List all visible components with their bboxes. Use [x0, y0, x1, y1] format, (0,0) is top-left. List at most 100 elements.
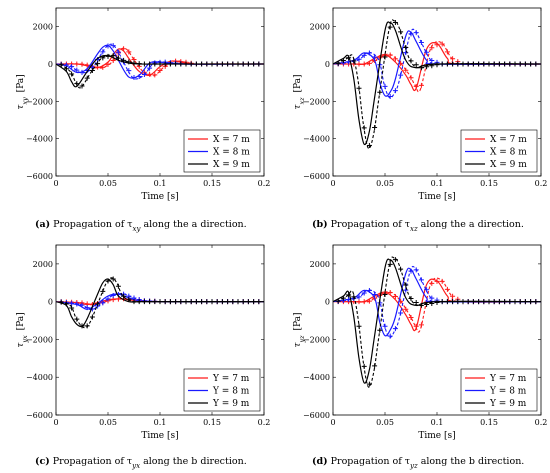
series-marker-2	[403, 282, 409, 288]
series-marker-1	[398, 72, 404, 78]
chart-panel-c: 0 0.05 0.1 0.15 0.2 2000 0 −2000 −4000 −6000 Time …	[16, 244, 271, 470]
series-marker-2	[450, 61, 456, 67]
series-marker-2	[491, 299, 497, 305]
series-marker-2	[105, 53, 111, 59]
x-tick-label: 0.2	[258, 418, 271, 427]
series-marker-2	[183, 299, 189, 305]
caption-letter: (c)	[35, 456, 50, 467]
series-marker-2	[460, 299, 466, 305]
series-marker-2	[74, 316, 80, 322]
series-line-measured-2	[336, 19, 541, 150]
series-marker-1	[424, 49, 430, 55]
y-axis-label: τyz [Pa]	[293, 313, 306, 348]
series-marker-2	[496, 299, 502, 305]
plot-area	[333, 19, 541, 150]
series-marker-2	[84, 323, 90, 329]
y-axis-unit: [Pa]	[293, 313, 303, 334]
series-marker-2	[100, 288, 106, 294]
series-line-measured-2	[59, 54, 264, 89]
y-tick-label: 2000	[33, 260, 53, 269]
legend-label-1: Y = 8 m	[489, 387, 527, 397]
series-line-measured-1	[60, 43, 264, 80]
y-axis-label: τxz [Pa]	[293, 75, 306, 110]
series-marker-2	[361, 125, 367, 131]
series-marker-0	[408, 315, 414, 321]
series-marker-0	[74, 61, 80, 67]
series-marker-2	[507, 299, 513, 305]
series-marker-1	[408, 31, 414, 37]
x-tick-label: 0	[53, 179, 58, 188]
series-marker-0	[356, 299, 362, 305]
series-marker-2	[58, 62, 64, 68]
series-marker-2	[209, 299, 215, 305]
series-marker-2	[251, 61, 257, 67]
series-marker-2	[340, 295, 346, 301]
series-marker-2	[356, 323, 362, 329]
series-marker-0	[392, 294, 398, 300]
series-line-measured-2	[59, 277, 264, 329]
series-marker-0	[392, 56, 398, 62]
series-marker-2	[240, 61, 246, 67]
chart-panel-b: 0 0.05 0.1 0.15 0.2 2000 0 −2000 −4000 −6000 Time …	[293, 7, 547, 233]
series-marker-1	[413, 30, 419, 36]
series-marker-0	[147, 71, 153, 77]
series-marker-2	[356, 85, 362, 91]
caption-subscript: xz	[410, 225, 418, 233]
series-marker-2	[522, 299, 528, 305]
y-axis-subscript: xz	[298, 97, 306, 105]
series-marker-0	[361, 61, 367, 67]
series-marker-1	[79, 302, 85, 308]
series-marker-2	[245, 299, 251, 305]
series-marker-0	[157, 67, 163, 73]
series-marker-1	[110, 43, 116, 49]
series-marker-2	[351, 294, 357, 300]
series-marker-1	[69, 64, 75, 70]
series-marker-1	[366, 50, 372, 56]
y-axis-symbol: τ	[16, 104, 26, 110]
series-marker-0	[413, 83, 419, 89]
series-line-1	[333, 267, 541, 337]
series-marker-2	[346, 55, 352, 61]
series-marker-2	[444, 299, 450, 305]
series-marker-0	[403, 67, 409, 73]
series-marker-2	[74, 81, 80, 87]
caption-subscript: yz	[409, 462, 418, 470]
series-line-2	[333, 258, 541, 384]
caption-letter: (a)	[35, 219, 50, 230]
series-marker-2	[522, 61, 528, 67]
x-tick-label: 0.15	[203, 418, 221, 427]
series-marker-2	[136, 299, 142, 305]
x-tick-label: 0	[330, 179, 335, 188]
series-marker-2	[512, 299, 518, 305]
series-marker-0	[444, 286, 450, 292]
series-marker-1	[126, 68, 132, 74]
series-marker-2	[403, 45, 409, 51]
series-marker-2	[178, 299, 184, 305]
y-tick-label: −6000	[303, 172, 330, 181]
series-marker-2	[486, 61, 492, 67]
series-marker-2	[235, 299, 241, 305]
series-marker-2	[528, 299, 534, 305]
series-marker-2	[84, 75, 90, 81]
series-marker-2	[79, 323, 85, 329]
y-axis-subscript: xy	[21, 97, 29, 105]
series-marker-0	[429, 280, 435, 286]
series-marker-1	[100, 300, 106, 306]
series-marker-2	[460, 61, 466, 67]
series-marker-0	[444, 49, 450, 55]
legend-label-2: Y = 9 m	[212, 399, 250, 409]
caption-text: Propagation of τ	[53, 219, 132, 230]
series-marker-2	[167, 61, 173, 67]
y-tick-label: −2000	[303, 335, 330, 344]
series-marker-2	[214, 61, 220, 67]
series-marker-2	[533, 61, 539, 67]
caption-tail: along the a direction.	[140, 219, 246, 230]
y-tick-label: −2000	[26, 335, 53, 344]
series-marker-2	[58, 299, 64, 305]
legend-label-1: Y = 8 m	[212, 387, 250, 397]
series-marker-1	[382, 83, 388, 89]
series-marker-2	[465, 299, 471, 305]
series-marker-2	[63, 66, 69, 72]
caption: (d) Propagation of τyz along the b direct…	[312, 456, 524, 470]
series-marker-0	[408, 75, 414, 81]
